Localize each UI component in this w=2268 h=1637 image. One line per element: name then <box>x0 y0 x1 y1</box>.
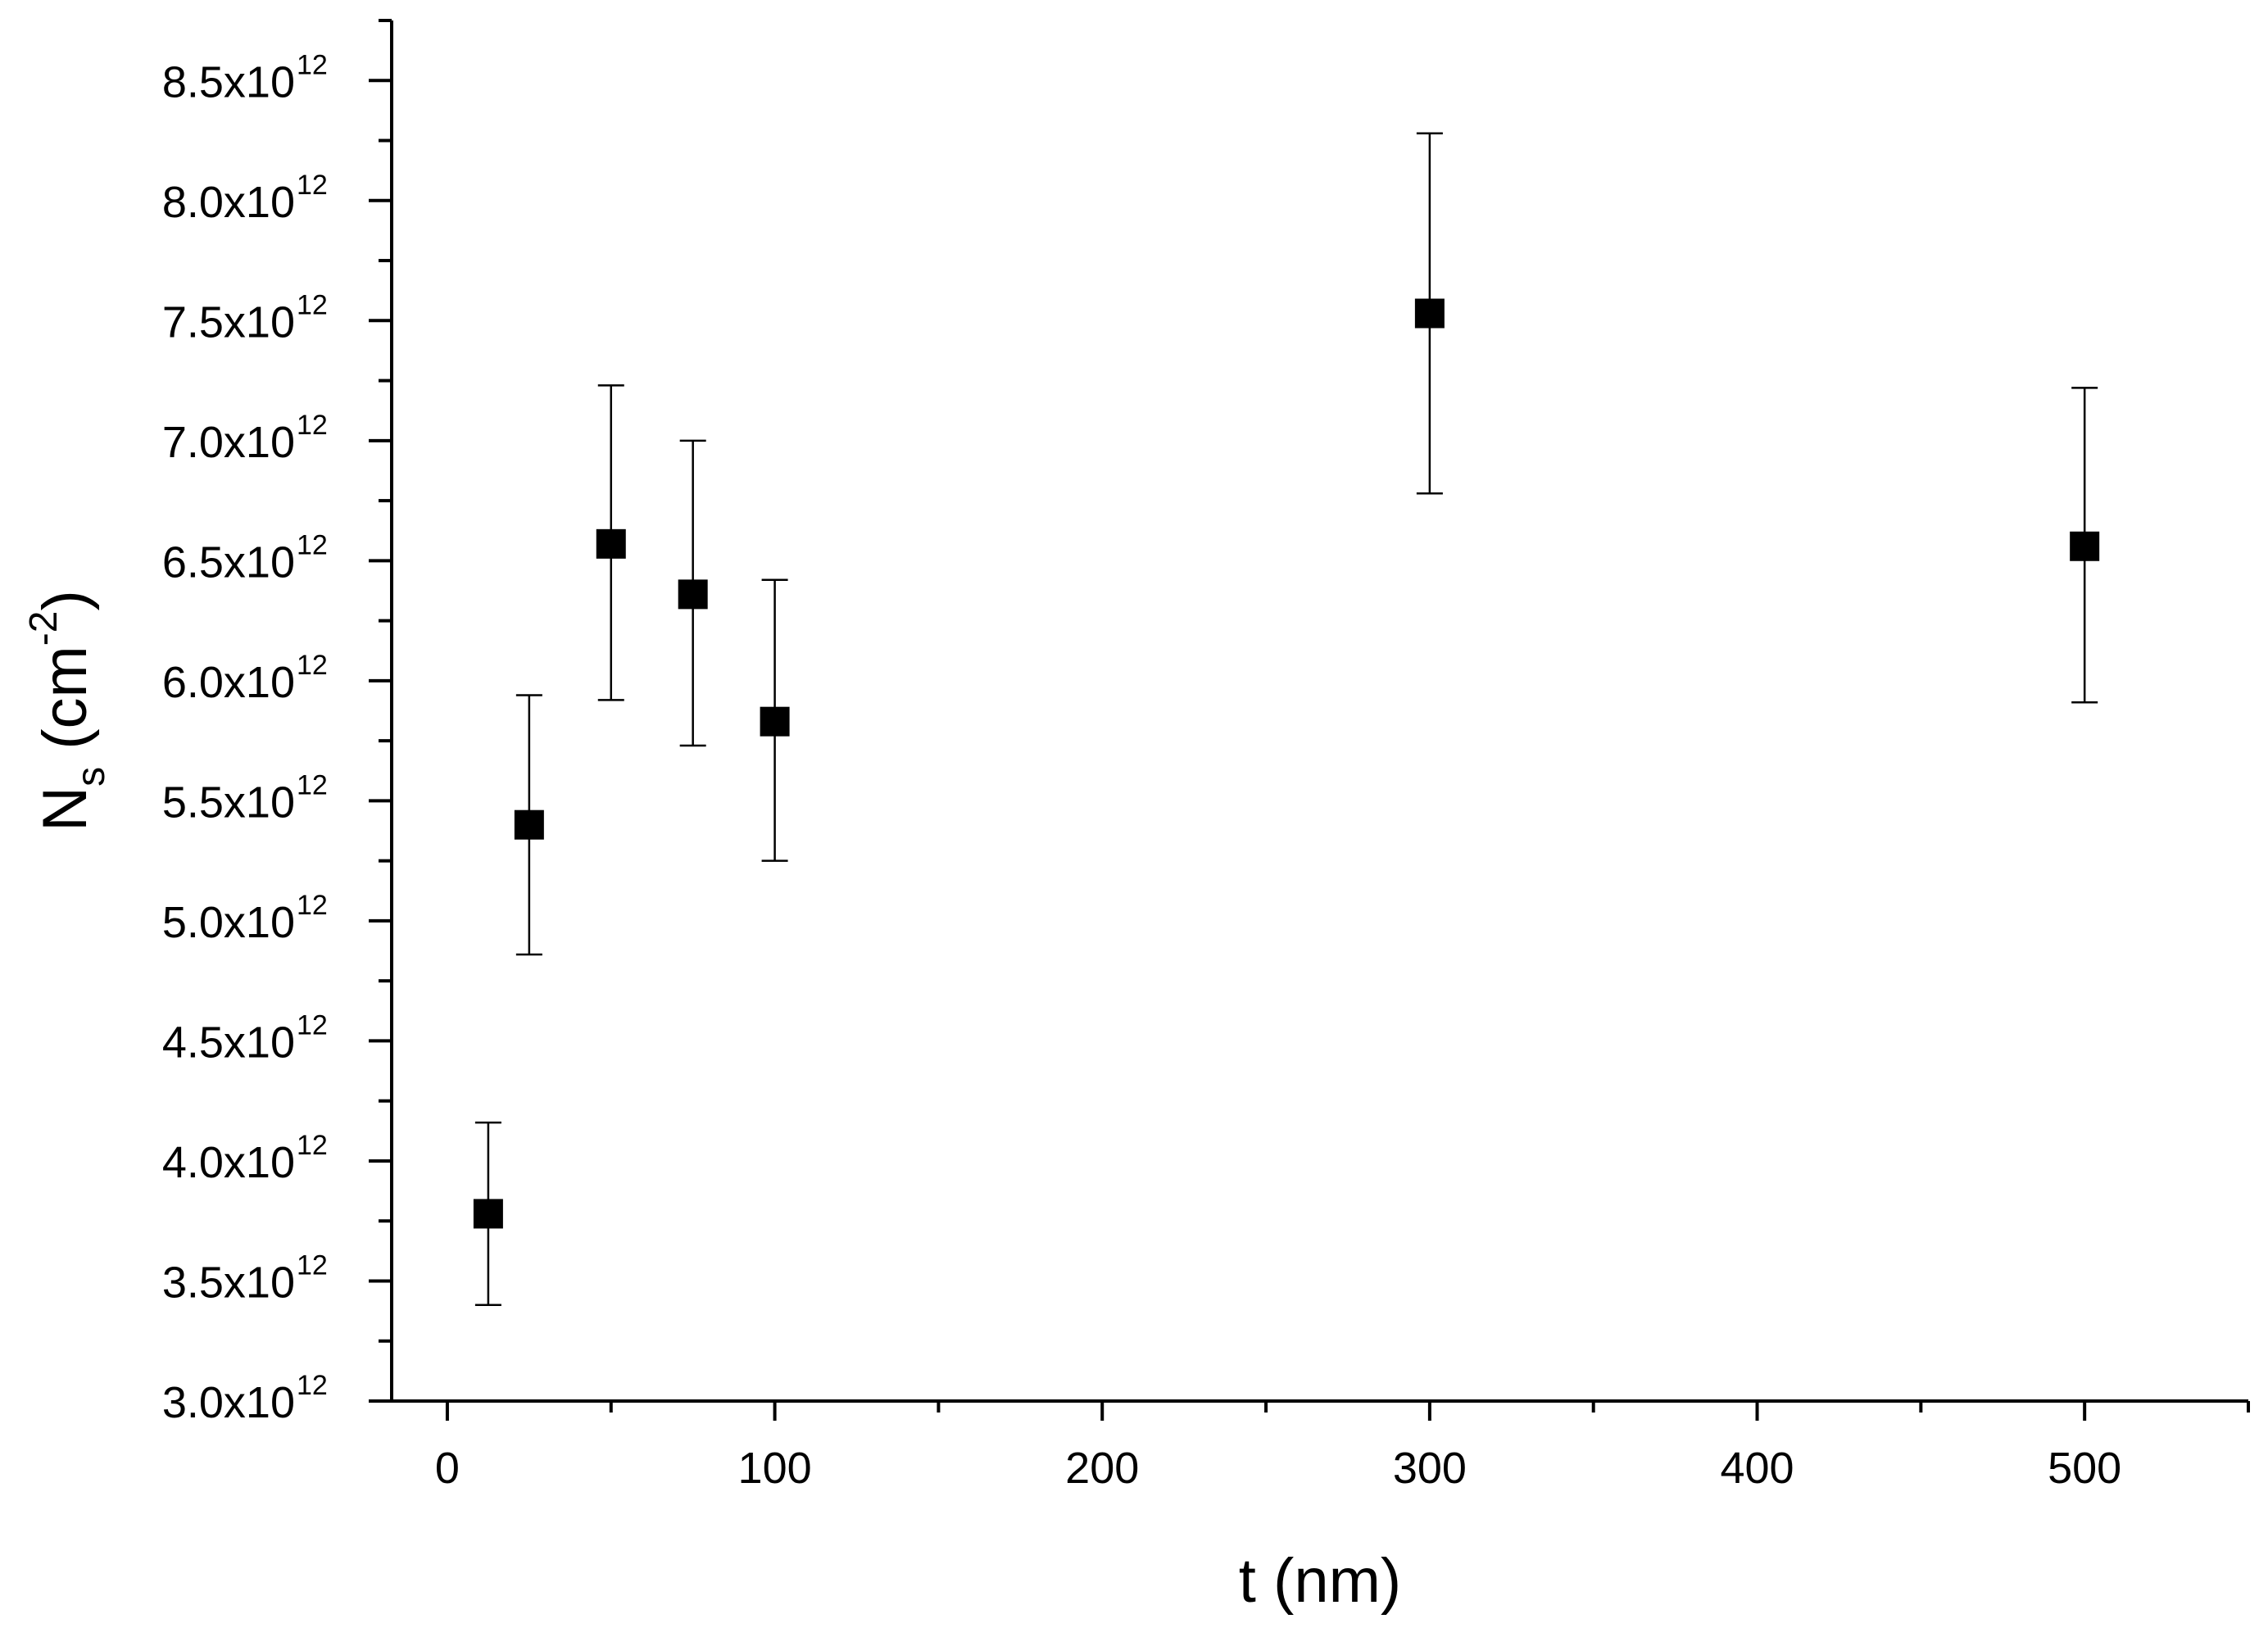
y-tick-label: 5.5x10 <box>162 778 295 827</box>
y-tick-label-exponent: 12 <box>297 1370 328 1401</box>
y-tick-label-exponent: 12 <box>297 890 328 921</box>
y-tick-label-exponent: 12 <box>297 769 328 800</box>
x-tick-label: 500 <box>2048 1444 2121 1493</box>
y-axis-title-close: ) <box>30 590 100 610</box>
data-point <box>596 528 626 559</box>
y-tick-label-exponent: 12 <box>297 650 328 681</box>
y-tick-label-exponent: 12 <box>297 289 328 320</box>
y-tick-label: 7.5x10 <box>162 297 295 347</box>
y-tick-label: 7.0x10 <box>162 418 295 467</box>
y-tick-label: 4.5x10 <box>162 1018 295 1067</box>
y-tick-label-exponent: 12 <box>297 529 328 560</box>
error-bars <box>474 132 2098 1307</box>
y-tick-label: 4.0x10 <box>162 1138 295 1187</box>
data-point <box>2070 531 2100 561</box>
data-point <box>473 1199 503 1229</box>
x-ticks: 0 100 200 300 400 500 <box>435 1401 2250 1493</box>
y-tick-label-exponent: 12 <box>297 410 328 441</box>
y-tick-label-exponent: 12 <box>297 1130 328 1161</box>
y-tick-label: 8.5x10 <box>162 57 295 107</box>
y-tick-label-exponent: 12 <box>297 1009 328 1041</box>
y-axis-title-symbol: N <box>30 787 100 832</box>
y-tick-label-exponent: 12 <box>297 1249 328 1281</box>
y-tick-label: 6.0x10 <box>162 658 295 707</box>
y-axis-title-exponent: -2 <box>22 611 66 646</box>
x-tick-label: 100 <box>738 1444 812 1493</box>
y-axis-title: Ns (cm-2) <box>22 590 113 832</box>
axes <box>390 20 2248 1403</box>
x-tick-label: 400 <box>1720 1444 1794 1493</box>
y-axis-title-unit: (cm <box>30 646 100 767</box>
y-tick-label: 8.0x10 <box>162 178 295 227</box>
x-tick-label: 0 <box>435 1444 460 1493</box>
y-tick-label: 3.5x10 <box>162 1258 295 1307</box>
data-markers <box>473 298 2100 1229</box>
y-tick-label: 6.5x10 <box>162 537 295 587</box>
x-axis-title: t (nm) <box>1239 1546 1401 1616</box>
y-tick-label: 5.0x10 <box>162 898 295 947</box>
y-axis-title-subscript: s <box>70 767 113 787</box>
y-tick-label: 3.0x10 <box>162 1378 295 1427</box>
y-ticks: 3.0x10 123.5x10 124.0x10 124.5x10 125.0x10 12… <box>162 19 392 1427</box>
y-tick-label-exponent: 12 <box>297 49 328 80</box>
data-point <box>678 579 708 610</box>
x-tick-label: 300 <box>1393 1444 1467 1493</box>
data-point <box>514 809 544 840</box>
data-point <box>1414 298 1445 329</box>
x-tick-label: 200 <box>1065 1444 1139 1493</box>
y-tick-label-exponent: 12 <box>297 170 328 201</box>
data-point <box>760 706 790 737</box>
